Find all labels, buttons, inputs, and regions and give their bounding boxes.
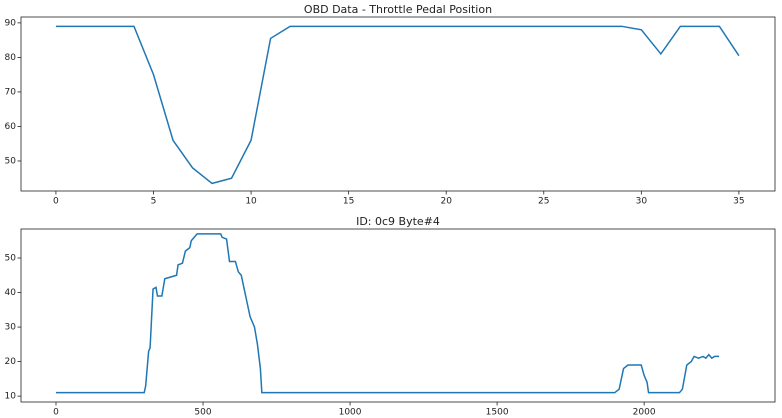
data-line bbox=[55, 233, 720, 394]
y-tick-label: 50 bbox=[5, 254, 17, 264]
y-tick-label: 80 bbox=[5, 53, 17, 63]
y-tick-label: 20 bbox=[5, 357, 17, 367]
y-tick-label: 50 bbox=[5, 156, 17, 166]
data-line bbox=[55, 25, 740, 185]
y-tick-label: 40 bbox=[5, 288, 17, 298]
x-tick-label: 30 bbox=[636, 197, 648, 207]
chart-title: OBD Data - Throttle Pedal Position bbox=[304, 3, 492, 16]
y-tick-label: 70 bbox=[5, 87, 17, 97]
chart-title: ID: 0c9 Byte#4 bbox=[356, 215, 440, 228]
y-tick-label: 10 bbox=[5, 392, 17, 402]
x-tick-label: 5 bbox=[151, 197, 157, 207]
plot-frame bbox=[20, 16, 776, 192]
x-tick-label: 25 bbox=[538, 197, 549, 207]
x-tick-label: 0 bbox=[53, 408, 59, 418]
x-tick-label: 20 bbox=[440, 197, 452, 207]
x-tick-label: 35 bbox=[733, 197, 744, 207]
x-tick-label: 500 bbox=[194, 408, 211, 418]
x-tick-label: 10 bbox=[245, 197, 257, 207]
y-tick-label: 30 bbox=[5, 323, 17, 333]
x-tick-label: 1500 bbox=[486, 408, 509, 418]
x-tick-label: 1000 bbox=[339, 408, 362, 418]
x-tick-label: 0 bbox=[53, 197, 59, 207]
x-tick-label: 2000 bbox=[633, 408, 656, 418]
y-tick-label: 90 bbox=[5, 18, 17, 28]
x-tick-label: 15 bbox=[343, 197, 354, 207]
plot-frame bbox=[20, 228, 776, 403]
y-tick-label: 60 bbox=[5, 122, 17, 132]
